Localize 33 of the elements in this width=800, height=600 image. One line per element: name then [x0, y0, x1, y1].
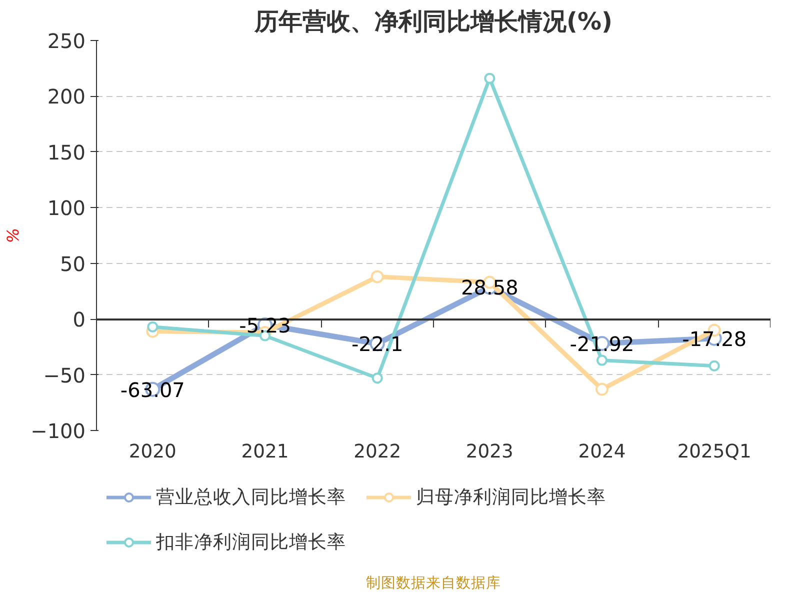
x-tick-label: 2023: [466, 442, 514, 462]
point: [370, 270, 384, 284]
point: [484, 72, 496, 84]
y-tick-label: −100: [30, 419, 86, 443]
x-tick-label: 2020: [128, 442, 176, 462]
x-tick-label: 2022: [354, 442, 402, 462]
point: [372, 372, 383, 384]
data-label: -63.07: [120, 378, 185, 402]
legend-label: 扣非净利润同比增长率: [156, 531, 346, 555]
chart-title: 历年营收、净利同比增长情况(%): [254, 8, 612, 36]
y-tick-label: 100: [47, 196, 86, 220]
y-tick-label: 50: [60, 252, 86, 276]
point: [708, 360, 720, 372]
data-label: 28.58: [461, 276, 518, 300]
data-label: -22.1: [351, 332, 404, 356]
y-tick-label: 200: [47, 84, 86, 109]
y-axis-title: %: [4, 228, 23, 244]
y-tick-label: 0: [72, 308, 86, 332]
point: [596, 382, 608, 396]
y-tick-label: 250: [47, 29, 86, 53]
data-label: -21.92: [570, 332, 634, 356]
x-tick-label: 2025Q1: [677, 442, 752, 462]
legend-label: 营业总收入同比增长率: [156, 486, 346, 510]
x-tick-label: 2021: [241, 442, 289, 462]
data-label: -17.28: [682, 326, 747, 351]
point: [596, 354, 608, 366]
text: 制图数据来自数据库: [366, 574, 501, 592]
data-label: -5.23: [239, 313, 291, 338]
legend-label: 归母净利润同比增长率: [416, 486, 606, 510]
y-tick-label: −50: [43, 363, 86, 388]
point: [147, 321, 158, 332]
y-tick-label: 150: [47, 140, 86, 164]
x-tick-label: 2024: [578, 442, 626, 462]
